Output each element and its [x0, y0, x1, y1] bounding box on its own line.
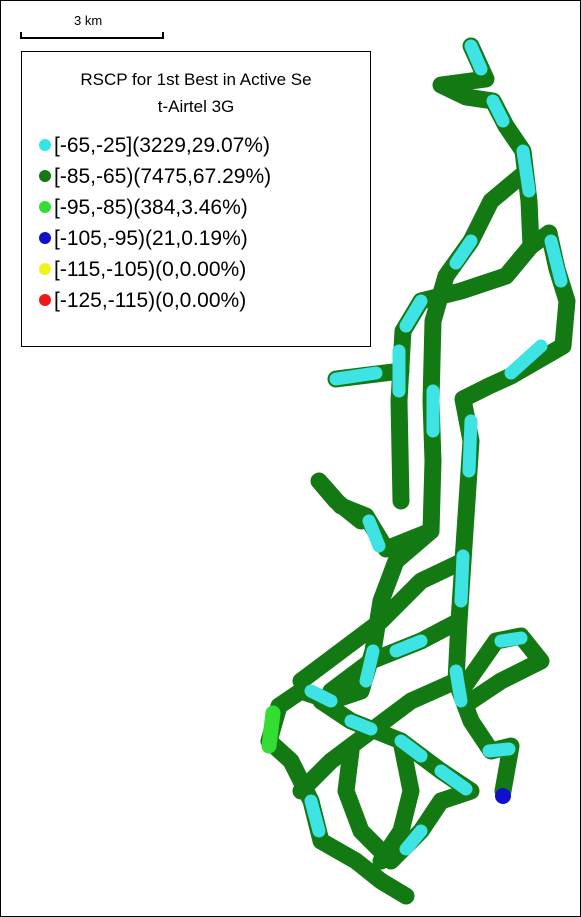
legend-items: [-65,-25](3229,29.07%) [-85,-65)(7475,67.…	[22, 130, 370, 316]
legend-label: [-115,-105)(0,0.00%)	[54, 258, 247, 281]
scale-label: 3 km	[74, 13, 103, 28]
legend-label: [-85,-65)(7475,67.29%)	[54, 165, 272, 188]
legend-swatch	[39, 170, 51, 182]
route-point	[495, 788, 511, 804]
legend-title-line: t-Airtel 3G	[157, 97, 235, 116]
legend-swatch	[39, 294, 51, 306]
legend-label: [-65,-25](3229,29.07%)	[54, 134, 270, 157]
legend-item: [-105,-95)(21,0.19%)	[22, 223, 370, 254]
legend-item: [-65,-25](3229,29.07%)	[22, 130, 370, 161]
drive-route	[260, 37, 576, 905]
legend-item: [-95,-85)(384,3.46%)	[22, 192, 370, 223]
legend-label: [-95,-85)(384,3.46%)	[54, 196, 248, 219]
legend-item: [-125,-115)(0,0.00%)	[22, 285, 370, 316]
legend-swatch	[39, 232, 51, 244]
legend: RSCP for 1st Best in Active Se t-Airtel 3…	[21, 51, 371, 347]
legend-item: [-115,-105)(0,0.00%)	[22, 254, 370, 285]
legend-title: RSCP for 1st Best in Active Se t-Airtel 3…	[22, 66, 370, 120]
legend-label: [-105,-95)(21,0.19%)	[54, 227, 248, 250]
legend-label: [-125,-115)(0,0.00%)	[54, 289, 247, 312]
legend-swatch	[39, 201, 51, 213]
legend-swatch	[39, 263, 51, 275]
legend-item: [-85,-65)(7475,67.29%)	[22, 161, 370, 192]
legend-title-line: RSCP for 1st Best in Active Se	[80, 70, 312, 89]
legend-swatch	[39, 139, 51, 151]
